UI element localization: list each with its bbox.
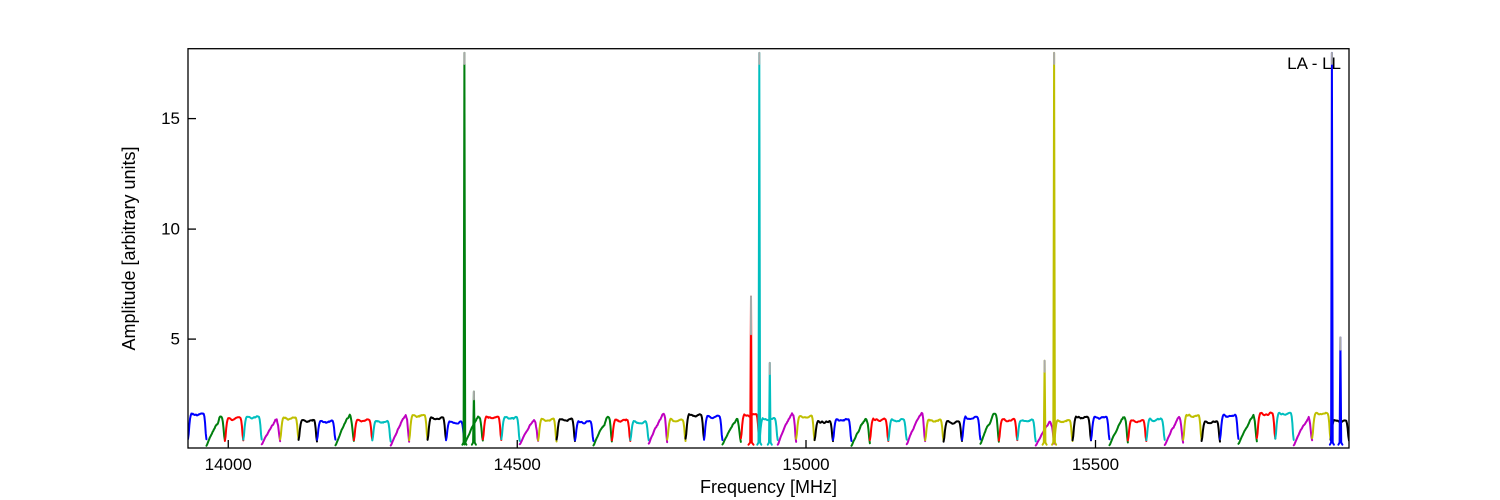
- svg-text:15: 15: [161, 109, 180, 128]
- svg-text:Amplitude [arbitrary units]: Amplitude [arbitrary units]: [119, 146, 139, 350]
- svg-text:10: 10: [161, 220, 180, 239]
- svg-text:14500: 14500: [494, 455, 541, 474]
- svg-text:15000: 15000: [782, 455, 829, 474]
- svg-text:14000: 14000: [205, 455, 252, 474]
- svg-text:LA - LL: LA - LL: [1287, 54, 1341, 73]
- svg-text:5: 5: [171, 330, 180, 349]
- svg-text:15500: 15500: [1072, 455, 1119, 474]
- svg-text:Frequency [MHz]: Frequency [MHz]: [700, 477, 837, 497]
